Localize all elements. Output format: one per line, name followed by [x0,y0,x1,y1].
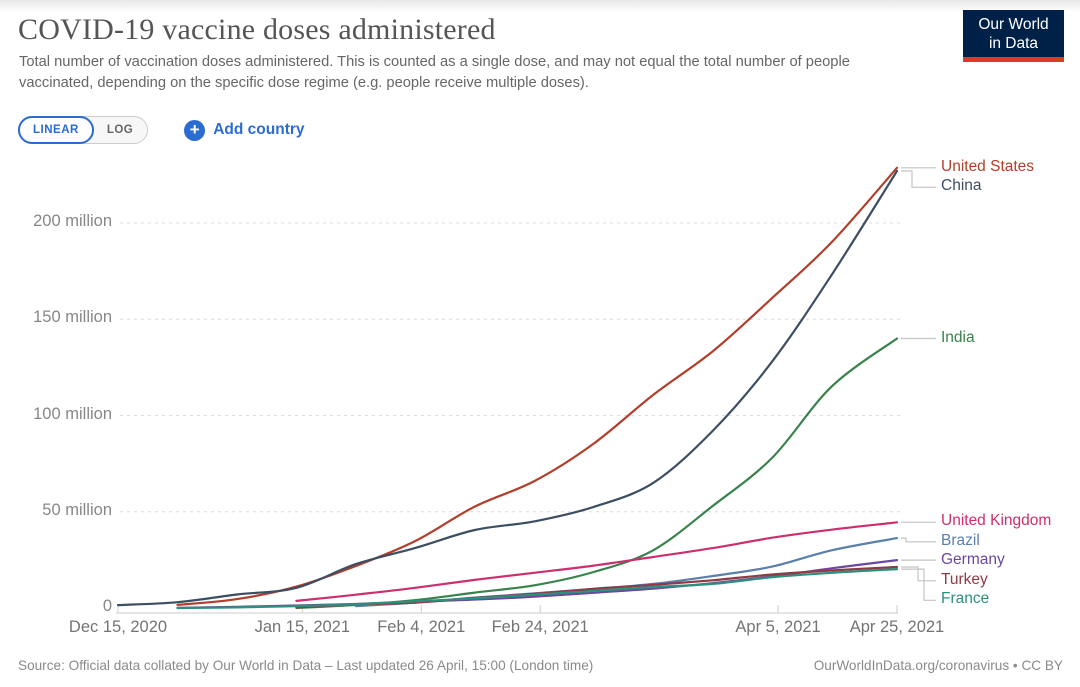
license-text: CC BY [1021,658,1063,673]
x-axis-tick-label: Feb 4, 2021 [377,618,466,636]
scale-toggle: LINEAR LOG [18,116,149,144]
source-text: Source: Official data collated by Our Wo… [18,658,594,673]
series-end-label-turkey[interactable]: Turkey [941,570,988,588]
add-country-label: Add country [213,121,305,138]
y-axis-tick-label: 100 million [33,404,112,423]
log-scale-button[interactable]: LOG [106,124,134,136]
footer-separator: • [1012,658,1018,673]
series-end-label-united-kingdom[interactable]: United Kingdom [941,512,1052,530]
series-end-label-china[interactable]: China [941,177,982,195]
y-axis-tick-label: 150 million [33,308,112,327]
x-axis-tick-label: Jan 15, 2021 [254,618,351,636]
footer-link[interactable]: OurWorldInData.org/coronavirus [813,658,1010,673]
owid-logo[interactable]: Our World in Data [963,10,1064,62]
x-axis-tick-label: Dec 15, 2020 [68,618,168,636]
series-line-india[interactable] [295,337,899,610]
x-axis-tick-label: Apr 25, 2021 [849,618,945,636]
add-country-button[interactable]: + Add country [184,119,305,141]
legend-leader-line [901,568,936,601]
x-axis-tick-label: Apr 5, 2021 [735,618,821,636]
series-end-label-france[interactable]: France [941,590,990,608]
plus-icon: + [184,119,206,141]
y-axis-tick-label: 0 [102,597,112,615]
owid-logo-line2: in Data [988,35,1039,52]
series-line-france[interactable] [176,568,899,610]
series-line-china[interactable] [116,169,899,607]
footer-right: OurWorldInData.org/coronavirus • CC BY [814,658,1063,673]
legend-leader-line [901,566,936,582]
series-end-label-brazil[interactable]: Brazil [941,531,980,549]
y-axis-tick-label: 200 million [33,212,112,230]
series-line-united-states[interactable] [176,166,899,606]
series-end-label-united-states[interactable]: United States [941,157,1035,175]
chart-subtitle: Total number of vaccination doses admini… [19,54,850,92]
chart-controls: LINEAR LOG + Add country [18,116,305,144]
series-end-label-india[interactable]: India [941,328,975,346]
owid-logo-line1: Our World [978,16,1049,33]
linear-scale-button[interactable]: LINEAR [18,116,94,144]
page-title: COVID-19 vaccine doses administered [18,13,496,46]
footer: Source: Official data collated by Our Wo… [18,658,1063,673]
y-axis-tick-label: 50 million [42,500,112,519]
series-line-turkey[interactable] [295,565,899,609]
series-end-label-germany[interactable]: Germany [941,551,1005,569]
series-line-united-kingdom[interactable] [295,521,899,602]
legend-leader-line [901,170,936,188]
legend-leader-line [901,537,936,543]
x-axis-tick-label: Feb 24, 2021 [491,618,589,636]
